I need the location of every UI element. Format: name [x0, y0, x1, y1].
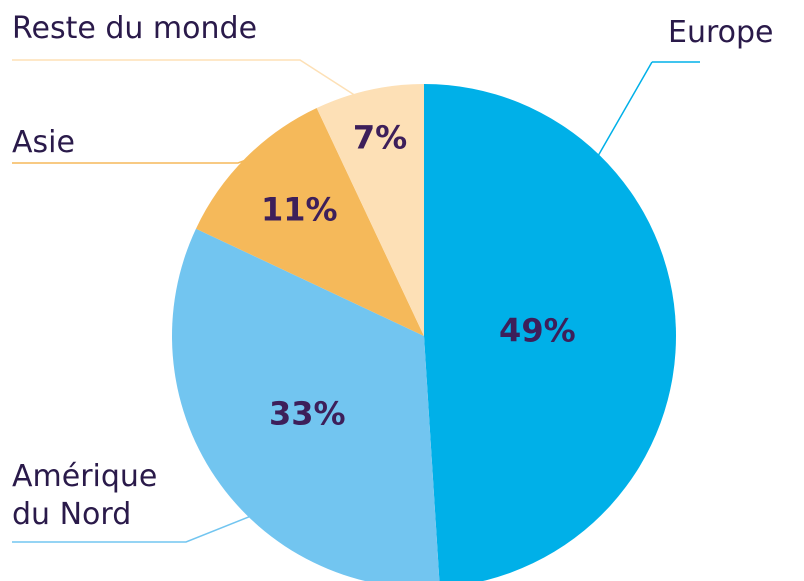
legend-label: Europe — [668, 15, 774, 50]
leader-line — [597, 61, 653, 157]
legend-label: Amérique du Nord — [12, 459, 158, 532]
leader-line — [12, 513, 257, 543]
legend-label: Reste du monde — [12, 11, 258, 46]
pie-slice — [195, 107, 424, 336]
pie-slice — [424, 84, 677, 581]
pie-slice — [316, 84, 424, 336]
leader-line — [12, 59, 357, 97]
pie-slice — [172, 228, 440, 581]
data-label: 11% — [261, 190, 338, 228]
data-label: 49% — [499, 311, 576, 349]
leader-line — [12, 159, 247, 164]
data-label: 7% — [353, 118, 407, 156]
data-label: 33% — [269, 394, 346, 432]
legend-label: Asie — [12, 125, 75, 160]
